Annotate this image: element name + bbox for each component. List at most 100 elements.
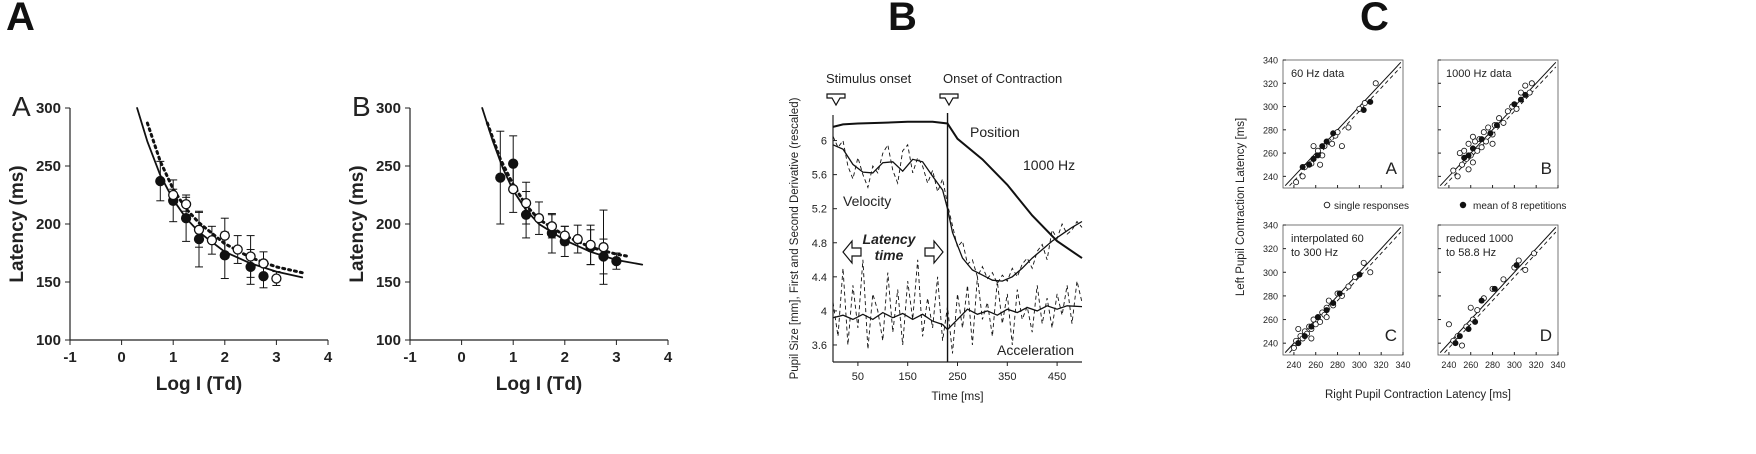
open-data-point: [559, 230, 570, 241]
y-tick-label: 340: [1263, 56, 1278, 66]
legend-filled-label: mean of 8 repetitions: [1473, 201, 1566, 212]
chart-title: A: [12, 91, 31, 122]
filled-data-point: [1493, 122, 1500, 129]
subplot-letter: A: [1386, 159, 1398, 178]
filled-data-point: [1469, 145, 1476, 152]
panel-letter-a: A: [6, 0, 35, 39]
open-data-point: [1299, 173, 1306, 180]
filled-data-point: [1465, 326, 1472, 332]
y-tick-label: 300: [1263, 268, 1278, 278]
filled-data-point: [1452, 340, 1459, 347]
filled-data-point: [1299, 164, 1306, 171]
latency-right-arrow: [924, 239, 944, 265]
y-tick-label: 300: [376, 100, 401, 117]
identity-line: [1439, 227, 1557, 353]
x-axis-title: Time [ms]: [931, 389, 983, 403]
latency-chart-right: -1 0 1 2 3 4 100 150 200 250 300 Log I (Td) Latency …: [347, 91, 673, 395]
subplot-label-line2: to 300 Hz: [1291, 247, 1338, 259]
open-data-point: [1531, 250, 1538, 257]
x-axis-title: Log I (Td): [496, 374, 583, 395]
x-tick-label: 320: [1374, 360, 1389, 370]
open-data-point: [1504, 108, 1511, 115]
filled-data-point: [1478, 297, 1485, 304]
open-data-point: [1480, 129, 1487, 136]
open-data-point: [219, 230, 230, 241]
open-data-point: [1474, 307, 1481, 314]
filled-data-point: [1319, 143, 1326, 150]
open-data-point: [546, 221, 558, 232]
open-data-point: [1329, 140, 1336, 147]
x-tick-label: 3: [272, 349, 280, 366]
open-data-point: [1500, 276, 1507, 283]
y-tick-label: 5.2: [812, 204, 827, 216]
filled-data-point: [1308, 323, 1315, 330]
latency-left-arrow: [842, 239, 862, 265]
open-data-point: [1465, 140, 1472, 147]
filled-data-point: [1323, 138, 1330, 145]
x-tick-label: 320: [1529, 360, 1544, 370]
open-data-point: [598, 242, 609, 253]
y-axis-title: Latency (ms): [7, 165, 28, 282]
y-tick-label: 100: [376, 332, 401, 349]
open-data-point: [508, 184, 519, 195]
scatter-subplot: 240 260 280 300 320 340 240 260 280 300 320 340 inte…: [1263, 221, 1411, 371]
x-tick-label: -1: [63, 349, 76, 366]
open-data-point: [1310, 143, 1317, 150]
open-data-point: [1467, 304, 1474, 311]
open-data-point: [180, 199, 192, 210]
x-tick-label: 300: [1507, 360, 1522, 370]
open-data-point: [271, 273, 282, 284]
subplot-frame: [1282, 224, 1404, 356]
filled-data-point: [1306, 161, 1313, 168]
x-tick-label: 2: [221, 349, 229, 366]
scatter-subplot: 240 260 280 300 320 340 60 Hz data A: [1263, 56, 1404, 189]
filled-data-point: [1295, 340, 1302, 347]
open-data-point: [193, 224, 205, 235]
open-data-point: [1450, 167, 1457, 174]
y-tick-label: 4.4: [812, 272, 827, 284]
x-tick-label: 2: [561, 349, 569, 366]
filled-data-point: [1314, 152, 1321, 159]
open-data-point: [1522, 266, 1529, 273]
y-tick-label: 320: [1263, 244, 1278, 254]
subplot-frame: [1282, 59, 1404, 189]
filled-data-point: [1465, 152, 1472, 159]
y-tick-label: 240: [1263, 339, 1278, 349]
pupil-trace-chart: 50 150 250 350 450 3.6 4 4.4 4.8 5.2 5.6 6 Time [ms]…: [789, 71, 1083, 403]
y-tick-label: 4: [821, 306, 827, 318]
subplot-label: interpolated 60: [1291, 233, 1364, 245]
open-data-point: [232, 244, 243, 255]
y-tick-label: 260: [1263, 315, 1278, 325]
filled-data-point: [611, 255, 622, 267]
fit-curve-solid: [136, 107, 304, 279]
filled-data-point: [1487, 130, 1494, 137]
open-data-point: [206, 235, 218, 246]
x-tick-label: 280: [1330, 360, 1345, 370]
y-tick-label: 100: [36, 332, 61, 349]
x-tick-label: 260: [1463, 360, 1478, 370]
open-data-point: [1293, 179, 1300, 186]
x-tick-label: 150: [899, 371, 917, 383]
open-data-point: [1345, 283, 1352, 290]
y-tick-label: 150: [376, 274, 401, 291]
stimulus-onset-arrow: [826, 93, 846, 107]
open-data-point: [258, 258, 269, 269]
x-tick-label: 250: [948, 371, 966, 383]
velocity-label: Velocity: [843, 193, 891, 209]
open-data-point: [1317, 318, 1324, 325]
x-tick-label: 260: [1308, 360, 1323, 370]
open-data-point: [1367, 269, 1374, 276]
y-tick-label: 260: [1263, 149, 1278, 159]
open-data-point: [1323, 314, 1330, 321]
open-data-point: [1515, 257, 1522, 264]
y-tick-label: 320: [1263, 79, 1278, 89]
x-tick-label: 3: [612, 349, 620, 366]
open-data-point: [1522, 82, 1529, 89]
open-data-point: [1478, 144, 1485, 151]
x-tick-label: 4: [324, 349, 333, 366]
scatter-subplot: 1000 Hz data B: [1437, 59, 1559, 189]
filled-data-point: [1456, 333, 1463, 340]
filled-data-point: [1301, 333, 1308, 340]
acceleration-label: Acceleration: [997, 342, 1074, 358]
regression-line: [1444, 231, 1557, 353]
